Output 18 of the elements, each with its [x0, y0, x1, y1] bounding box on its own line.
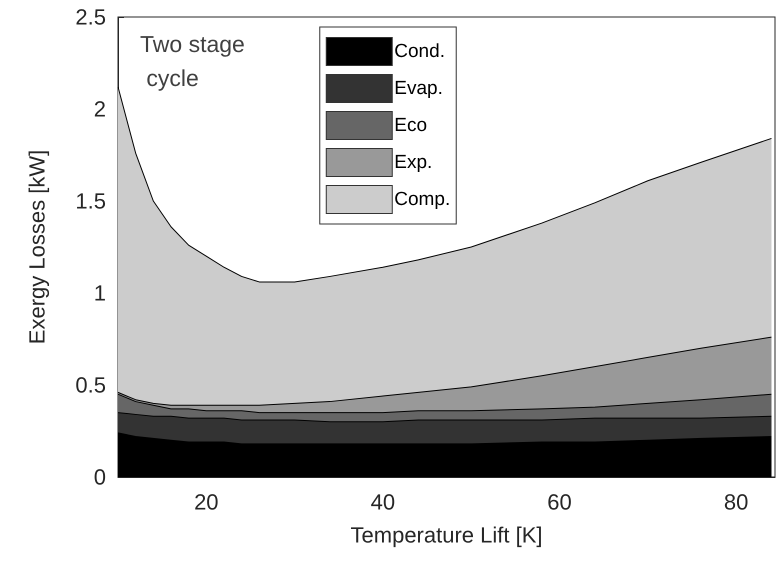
y-tick-label: 0.5 [75, 372, 106, 398]
y-tick-label: 1.5 [75, 188, 106, 214]
annotation: Two stage cycle [140, 31, 245, 91]
x-tick-label: 40 [370, 490, 396, 514]
y-axis-title: Exergy Losses [kW] [24, 150, 50, 344]
y-tick-label: 2.5 [75, 4, 106, 30]
y-tick-label: 1 [94, 280, 106, 306]
legend-label: Evap. [394, 78, 443, 99]
legend-label: Eco [394, 115, 428, 136]
legend-label: Cond. [394, 41, 445, 62]
y-tick-label: 2 [94, 96, 106, 122]
x-tick-label: 20 [194, 490, 219, 514]
x-axis-title: Temperature Lift [K] [350, 522, 542, 548]
legend-label: Exp. [394, 152, 432, 173]
x-tick-label: 60 [547, 490, 572, 514]
legend-label: Comp. [394, 189, 450, 210]
x-tick-label: 80 [724, 490, 748, 514]
y-tick-label: 0 [94, 464, 106, 490]
